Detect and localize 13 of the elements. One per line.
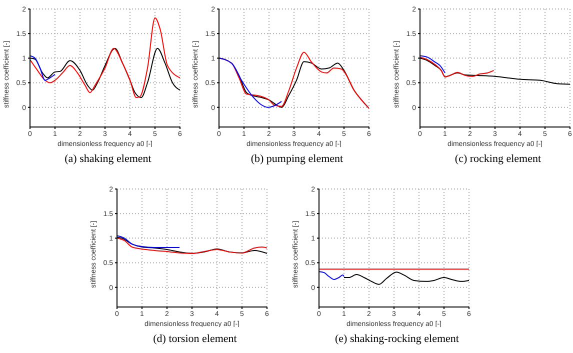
line-series <box>117 235 180 248</box>
line-series <box>30 17 180 98</box>
text: (b) pumping element <box>250 153 344 165</box>
line-series <box>219 58 282 108</box>
line-series <box>30 55 56 81</box>
line-series <box>420 56 494 78</box>
line-series <box>344 272 469 285</box>
text: (c) rocking element <box>454 153 542 165</box>
line-series <box>319 271 344 280</box>
text: (d) torsion element <box>152 333 238 345</box>
text: (e) shaking-rocking element <box>334 333 460 345</box>
text: (a) shaking element <box>64 153 152 165</box>
line-series <box>420 55 446 74</box>
